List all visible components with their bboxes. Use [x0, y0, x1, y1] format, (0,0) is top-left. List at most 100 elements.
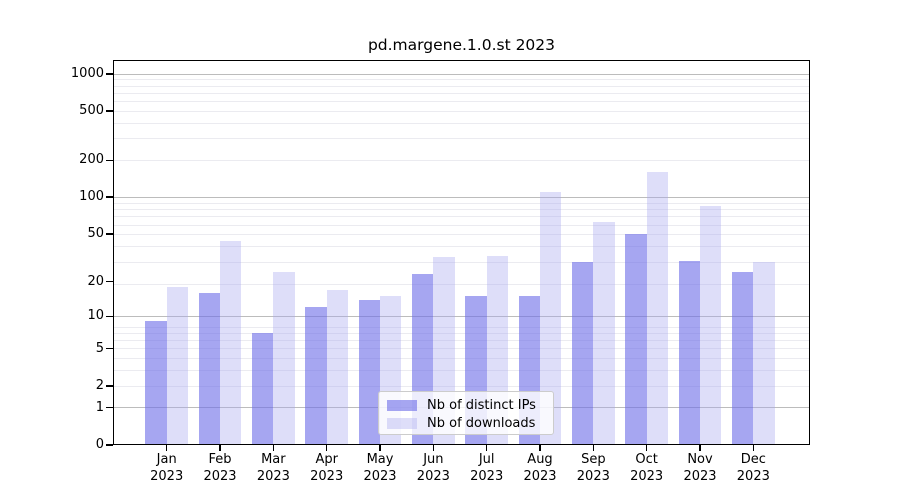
x-tick-label: Mar 2023: [256, 452, 290, 484]
chart-title: pd.margene.1.0.st 2023: [367, 36, 556, 54]
legend-swatch-distinct-ips: [387, 399, 417, 411]
x-tick-mark: [592, 445, 595, 451]
y-tick-mark: [106, 348, 113, 350]
y-tick-label: 100: [79, 189, 104, 205]
gridline-minor: [113, 340, 810, 341]
y-tick-mark: [106, 110, 113, 112]
gridline-minor: [113, 216, 810, 218]
x-tick-label: Sep 2023: [576, 452, 610, 484]
gridline-major: [113, 73, 810, 75]
gridline-minor: [113, 224, 810, 226]
gridline-minor: [113, 370, 810, 372]
y-tick-label: 1000: [70, 66, 104, 81]
x-tick-label: Jul 2023: [470, 452, 504, 484]
gridline-minor: [113, 385, 810, 387]
y-tick-label: 2: [95, 378, 104, 393]
x-tick-label: Jan 2023: [150, 452, 184, 484]
gridline-minor: [113, 348, 810, 350]
gridline-minor: [113, 138, 810, 140]
y-tick-label: 20: [87, 273, 104, 289]
x-tick-mark: [432, 445, 435, 451]
x-tick-mark: [272, 445, 275, 451]
gridline-major: [113, 315, 810, 317]
x-tick-label: Nov 2023: [683, 452, 717, 484]
bar-distinct-ips: [305, 307, 327, 445]
bar-downloads: [273, 272, 295, 445]
x-tick-mark: [379, 445, 381, 451]
bar-downloads: [166, 286, 189, 445]
x-tick-mark: [699, 445, 701, 451]
x-tick-label: May 2023: [363, 452, 397, 484]
bar-downloads: [700, 205, 722, 445]
gridline-minor: [113, 92, 810, 94]
x-tick-mark: [539, 445, 541, 451]
bar-downloads: [646, 172, 669, 445]
y-tick-label: 1: [95, 399, 104, 415]
gridline-minor: [113, 159, 810, 161]
gridline-minor: [113, 332, 810, 334]
bar-downloads: [220, 240, 242, 445]
y-tick-mark: [106, 407, 113, 409]
gridline-minor: [113, 79, 810, 81]
bar-downloads: [593, 221, 615, 445]
bar-downloads: [540, 192, 562, 445]
y-tick-label: 0: [95, 437, 104, 452]
legend: Nb of distinct IPs Nb of downloads: [378, 391, 554, 435]
x-tick-label: Dec 2023: [736, 452, 770, 484]
bar-distinct-ips: [198, 292, 221, 445]
gridline-minor: [113, 234, 810, 236]
y-tick-label: 200: [79, 152, 104, 168]
x-tick-mark: [485, 445, 488, 451]
gridline-minor: [113, 100, 810, 102]
gridline-minor: [113, 85, 810, 87]
x-tick-label: Jun 2023: [416, 452, 450, 484]
plot-area: [113, 60, 810, 445]
gridline-minor: [113, 202, 810, 204]
gridline-minor: [113, 326, 810, 328]
bar-distinct-ips: [145, 321, 167, 445]
x-tick-mark: [219, 445, 221, 451]
bar-distinct-ips: [625, 233, 647, 445]
bar-distinct-ips: [731, 272, 754, 445]
bar-downloads: [753, 262, 775, 445]
y-tick-mark: [106, 280, 113, 283]
y-tick-label: 50: [87, 225, 104, 241]
gridline-minor: [113, 122, 810, 124]
y-tick-label: 5: [95, 340, 104, 356]
gridline-minor: [113, 209, 810, 211]
y-tick-mark: [106, 196, 113, 198]
x-tick-label: Oct 2023: [630, 452, 664, 484]
legend-swatch-downloads: [387, 417, 417, 429]
bar-distinct-ips: [678, 260, 700, 445]
y-tick-mark: [106, 73, 113, 75]
y-tick-mark: [106, 385, 113, 387]
x-tick-label: Apr 2023: [310, 452, 344, 484]
gridline-minor: [113, 358, 810, 360]
legend-label-distinct-ips: Nb of distinct IPs: [427, 397, 536, 413]
gridline-major: [113, 196, 810, 198]
x-tick-mark: [325, 445, 328, 451]
x-tick-mark: [645, 445, 648, 451]
gridline-minor: [113, 261, 810, 263]
x-tick-mark: [752, 445, 755, 451]
gridline-minor: [113, 246, 810, 248]
x-tick-label: Feb 2023: [203, 452, 237, 484]
legend-item-distinct-ips: Nb of distinct IPs: [387, 396, 545, 414]
x-tick-label: Aug 2023: [523, 452, 557, 484]
bar-distinct-ips: [571, 262, 594, 445]
bar-distinct-ips: [251, 333, 274, 445]
gridline-minor: [113, 110, 810, 112]
bar-distinct-ips: [358, 299, 380, 445]
y-tick-mark: [106, 159, 113, 161]
y-tick-label: 500: [79, 103, 104, 119]
legend-item-downloads: Nb of downloads: [387, 414, 545, 432]
y-tick-mark: [106, 233, 113, 235]
bar-downloads: [326, 289, 349, 445]
gridline-minor: [113, 283, 810, 285]
legend-label-downloads: Nb of downloads: [427, 415, 536, 431]
y-tick-label: 10: [87, 308, 104, 324]
x-tick-mark: [166, 445, 168, 451]
y-tick-mark: [106, 315, 113, 317]
y-tick-mark: [106, 444, 113, 446]
